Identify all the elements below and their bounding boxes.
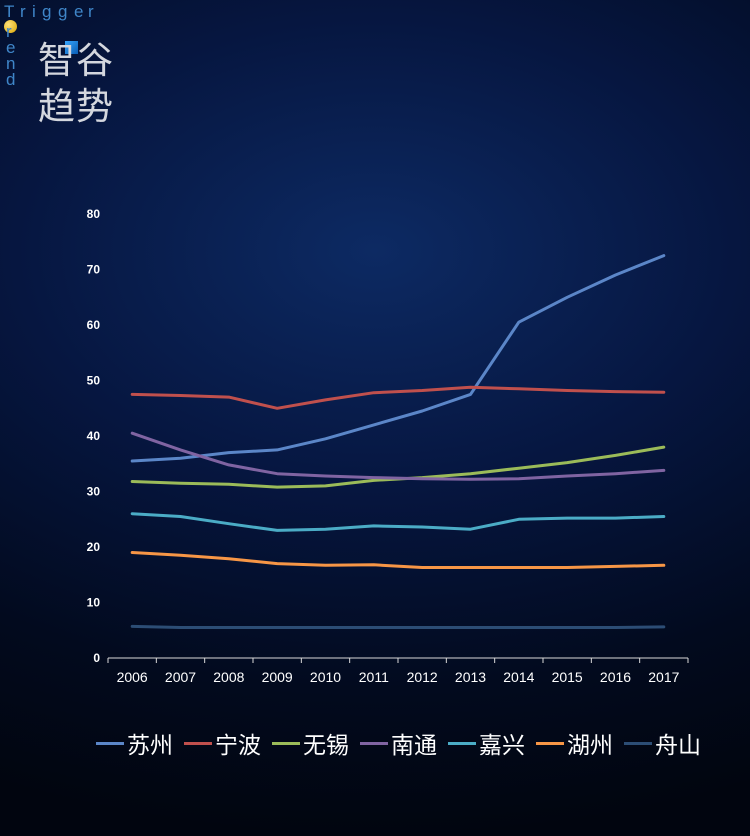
legend-label: 南通 [391,733,437,759]
y-tick-label: 0 [93,651,100,665]
legend-label: 嘉兴 [479,733,525,759]
brand-letter: n [6,54,16,73]
legend-label: 宁波 [215,733,261,759]
brand-logo-cn: 智谷 趋势 [38,38,128,130]
legend-item: 宁波 [184,726,261,760]
y-tick-label: 70 [87,263,101,277]
legend-item: 南通 [360,726,437,760]
legend-item: 嘉兴 [448,726,525,760]
brand-letter: g [58,2,68,21]
x-tick-label: 2017 [648,669,679,685]
legend: 苏州 宁波 无锡 南通 嘉兴 湖州 舟山 [96,726,712,760]
series-line-1 [130,254,666,463]
y-tick-label: 40 [87,429,101,443]
legend-label: 舟山 [655,733,701,759]
brand-letter: r [6,22,12,41]
y-tick-label: 30 [87,485,101,499]
series-line-2 [130,385,666,410]
brand-letter: r [88,2,94,21]
series-line-4 [130,431,666,481]
x-tick-label: 2014 [503,669,534,685]
legend-item: 湖州 [536,726,613,760]
legend-label: 无锡 [303,733,349,759]
x-tick-label: 2011 [359,669,389,685]
y-tick-label: 50 [87,374,101,388]
legend-label: 湖州 [567,733,613,759]
x-tick-label: 2012 [407,669,438,685]
series-line-7 [130,624,666,629]
brand-letter: e [6,38,16,57]
brand-dot-icon [4,20,17,33]
series-line-5 [130,512,666,532]
legend-swatch [272,741,300,745]
brand-square-icon [65,41,78,54]
legend-label: 苏州 [127,733,173,759]
plot-area [130,254,666,629]
legend-swatch [536,741,564,745]
legend-item: 舟山 [624,726,701,760]
legend-item: 苏州 [96,726,173,760]
brand-letter: r [20,2,26,21]
x-tick-label: 2016 [600,669,631,685]
legend-swatch [96,741,124,745]
y-tick-label: 60 [87,318,101,332]
brand-cn-line1: 智谷 [38,39,114,82]
legend-swatch [360,741,388,745]
x-tick-label: 2007 [165,669,196,685]
brand-letter: d [6,70,16,89]
legend-item: 无锡 [272,726,349,760]
x-tick-label: 2008 [213,669,244,685]
y-axis: 0 10 20 30 40 50 60 70 80 [87,207,101,665]
series-line-6 [130,551,666,569]
y-tick-label: 10 [87,596,101,610]
x-tick-label: 2009 [262,669,293,685]
brand-letter: e [74,2,84,21]
brand-cn-line2: 趋势 [38,85,114,128]
y-tick-label: 20 [87,540,101,554]
legend-swatch [184,741,212,745]
x-tick-label: 2006 [117,669,148,685]
x-tick-label: 2013 [455,669,486,685]
brand-letter: T [4,2,15,21]
brand-letter: g [42,2,52,21]
y-tick-label: 80 [87,207,101,221]
x-tick-label: 2010 [310,669,341,685]
x-axis: 2006 2007 2008 2009 2010 2011 2012 2013 2014 2015… [107,657,689,685]
legend-swatch [624,741,652,745]
x-tick-label: 2015 [552,669,583,685]
brand-letter: i [32,2,36,21]
legend-swatch [448,741,476,745]
